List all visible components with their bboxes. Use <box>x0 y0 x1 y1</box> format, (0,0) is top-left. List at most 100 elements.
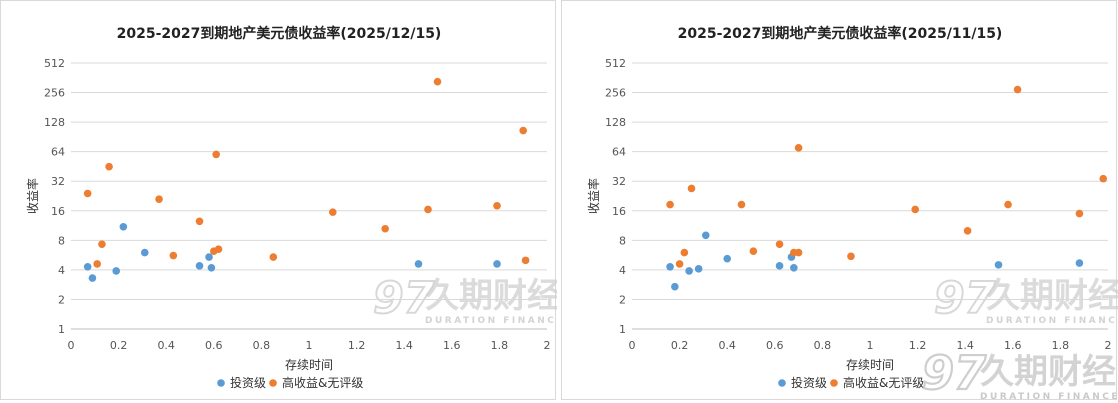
y-tick-label: 512 <box>44 57 65 70</box>
x-tick-label: 0.2 <box>671 339 689 352</box>
data-point <box>694 265 703 273</box>
data-point <box>775 262 784 270</box>
y-tick-label: 1 <box>58 323 65 336</box>
data-point <box>269 253 278 261</box>
legend-marker <box>217 379 225 387</box>
legend-label: 投资级 <box>230 375 266 390</box>
data-point <box>83 263 92 271</box>
x-tick-label: 0.8 <box>814 339 832 352</box>
data-point <box>723 254 731 263</box>
x-tick-label: 0.2 <box>110 339 128 352</box>
data-point <box>207 264 216 272</box>
x-tick-label: 1.4 <box>956 339 974 352</box>
chart-panel-2025-11-15: 2025-2027到期地产美元债收益率(2025/11/15) 97 久期财经 DUR… <box>561 0 1118 400</box>
y-tick-label: 2 <box>58 293 65 306</box>
data-point <box>675 260 684 268</box>
series-high-yield <box>83 77 530 268</box>
data-point <box>1075 209 1084 218</box>
data-point <box>205 253 213 261</box>
data-point <box>963 227 972 235</box>
data-point <box>994 261 1003 269</box>
data-point <box>1099 174 1108 183</box>
data-point <box>687 184 696 193</box>
data-point <box>112 267 121 275</box>
data-point <box>212 150 220 159</box>
data-point <box>701 231 710 240</box>
legend-label: 高收益&无评级 <box>282 375 363 390</box>
data-point <box>685 267 693 275</box>
y-axis-title: 收益率 <box>586 178 601 214</box>
corner-watermark-cn: 久期财经 <box>980 352 1116 392</box>
legend: 投资级 高收益&无评级 <box>217 375 363 390</box>
data-point <box>794 248 803 257</box>
data-point <box>775 240 784 249</box>
data-point <box>98 240 106 249</box>
series-investment-grade <box>666 231 1084 291</box>
x-tick-label: 1.6 <box>443 339 461 352</box>
data-point <box>414 260 423 268</box>
y-tick-label: 2 <box>619 293 626 306</box>
data-point <box>169 251 178 260</box>
data-point <box>195 262 204 270</box>
y-tick-label: 32 <box>51 175 65 188</box>
legend-marker <box>830 379 838 387</box>
data-point <box>1013 85 1022 94</box>
legend-label: 投资级 <box>791 375 827 390</box>
data-point <box>329 208 337 216</box>
data-point <box>493 260 501 268</box>
x-tick-label: 0.4 <box>157 339 175 352</box>
y-tick-label: 16 <box>612 205 626 218</box>
data-point <box>666 263 674 271</box>
x-tick-label: 0.8 <box>253 339 271 352</box>
y-tick-label: 128 <box>44 116 65 129</box>
y-tick-label: 256 <box>44 87 65 100</box>
watermark-logo: 97 <box>373 273 435 324</box>
data-point <box>83 189 92 198</box>
chart-panel-2025-12-15: 2025-2027到期地产美元债收益率(2025/12/15) 97 久期财经 DUR… <box>0 0 557 400</box>
data-point <box>911 205 920 214</box>
data-point <box>521 256 530 265</box>
legend: 投资级 高收益&无评级 <box>778 375 924 390</box>
x-tick-label: 0 <box>629 339 636 352</box>
chart-title: 2025-2027到期地产美元债收益率(2025/11/15) <box>678 25 1003 42</box>
data-point <box>214 245 223 253</box>
data-point <box>1004 200 1012 209</box>
data-point <box>424 205 432 214</box>
x-axis-title: 存续时间 <box>846 358 894 372</box>
y-tick-label: 128 <box>605 116 626 129</box>
watermark-logo: 97 <box>934 273 996 324</box>
scatter-chart-left: 2025-2027到期地产美元债收益率(2025/12/15) 97久期财经DUR… <box>25 25 557 390</box>
x-tick-label: 2 <box>1105 339 1112 352</box>
watermark-cn: 久期财经 <box>425 276 557 316</box>
x-tick-label: 1.6 <box>1004 339 1022 352</box>
corner-watermark: 97 久期财经 DURATION FINANCE <box>921 345 1118 402</box>
watermark-en: DURATION FINANCE <box>425 316 557 326</box>
data-point <box>790 264 798 272</box>
series-investment-grade <box>83 222 501 282</box>
y-tick-label: 64 <box>51 146 65 159</box>
data-point <box>737 200 746 209</box>
x-tick-label: 1.4 <box>395 339 413 352</box>
x-tick-label: 1.2 <box>909 339 927 352</box>
y-tick-label: 512 <box>605 57 626 70</box>
y-tick-label: 8 <box>58 234 65 247</box>
data-point <box>88 274 97 282</box>
data-point <box>195 217 204 226</box>
legend-label: 高收益&无评级 <box>843 375 924 390</box>
y-tick-label: 256 <box>605 87 626 100</box>
x-axis-title: 存续时间 <box>285 358 333 372</box>
data-point <box>1075 259 1084 267</box>
watermark-en: DURATION FINANCE <box>986 316 1118 326</box>
chart-title: 2025-2027到期地产美元债收益率(2025/12/15) <box>117 25 442 42</box>
x-tick-label: 0.4 <box>718 339 736 352</box>
data-point <box>671 282 679 291</box>
data-point <box>680 248 689 257</box>
data-point <box>493 201 501 210</box>
y-tick-label: 1 <box>619 323 626 336</box>
watermark-cn: 久期财经 <box>986 276 1118 316</box>
y-tick-label: 32 <box>612 175 626 188</box>
data-point <box>119 222 128 231</box>
